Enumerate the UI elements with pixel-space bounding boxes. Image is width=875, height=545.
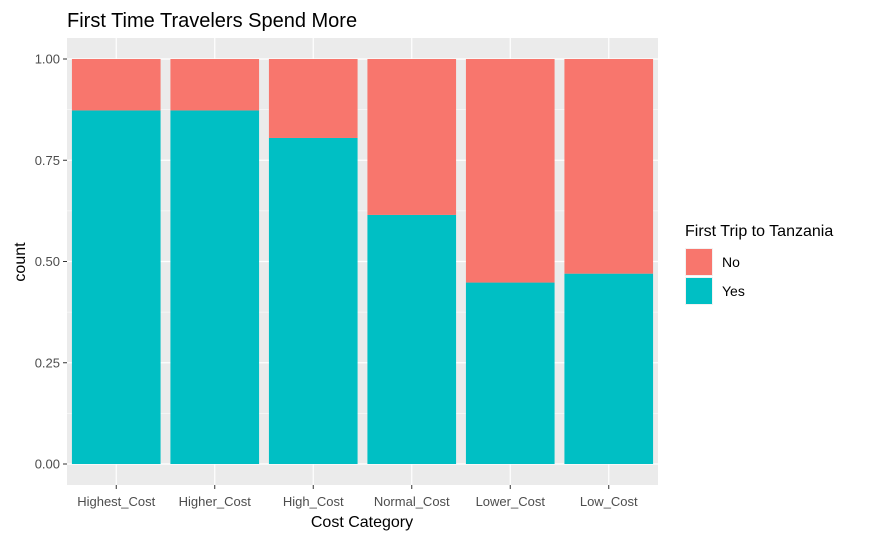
legend-swatch-yes <box>686 278 712 304</box>
chart-title: First Time Travelers Spend More <box>67 10 357 32</box>
y-tick-label: 0.50 <box>35 254 60 269</box>
bars-layer <box>71 59 654 464</box>
x-tick-label: Normal_Cost <box>374 494 450 509</box>
y-tick-label: 1.00 <box>35 52 60 67</box>
bar-no-lower-cost <box>465 59 555 283</box>
y-tick-label: 0.25 <box>35 355 60 370</box>
legend-label-no: No <box>722 254 740 270</box>
bar-yes-lower-cost <box>465 282 555 464</box>
x-axis-title: Cost Category <box>311 514 413 531</box>
bar-yes-higher-cost <box>170 110 260 464</box>
x-tick-label: Higher_Cost <box>179 494 252 509</box>
legend-title: First Trip to Tanzania <box>685 223 833 240</box>
bar-yes-normal-cost <box>367 214 457 464</box>
x-tick-label: Low_Cost <box>580 494 638 509</box>
bar-no-low-cost <box>564 59 654 274</box>
legend-label-yes: Yes <box>722 283 745 299</box>
legend-swatch-no <box>686 249 712 275</box>
bar-yes-high-cost <box>268 137 358 464</box>
x-tick-label: Lower_Cost <box>476 494 546 509</box>
bar-no-higher-cost <box>170 59 260 111</box>
y-axis-title: count <box>12 242 29 282</box>
y-tick-label: 0.75 <box>35 153 60 168</box>
x-tick-label: Highest_Cost <box>77 494 155 509</box>
bar-yes-highest-cost <box>71 110 161 464</box>
y-tick-label: 0.00 <box>35 457 60 472</box>
x-tick-label: High_Cost <box>283 494 344 509</box>
y-axis: 0.00 0.25 0.50 0.75 1.00 <box>35 52 67 472</box>
bar-no-highest-cost <box>71 59 161 111</box>
bar-yes-low-cost <box>564 273 654 464</box>
bar-no-normal-cost <box>367 59 457 215</box>
x-axis: Highest_Cost Higher_Cost High_Cost Normal_C… <box>77 485 638 509</box>
bar-no-high-cost <box>268 59 358 138</box>
legend: First Trip to Tanzania No Yes <box>685 223 833 305</box>
